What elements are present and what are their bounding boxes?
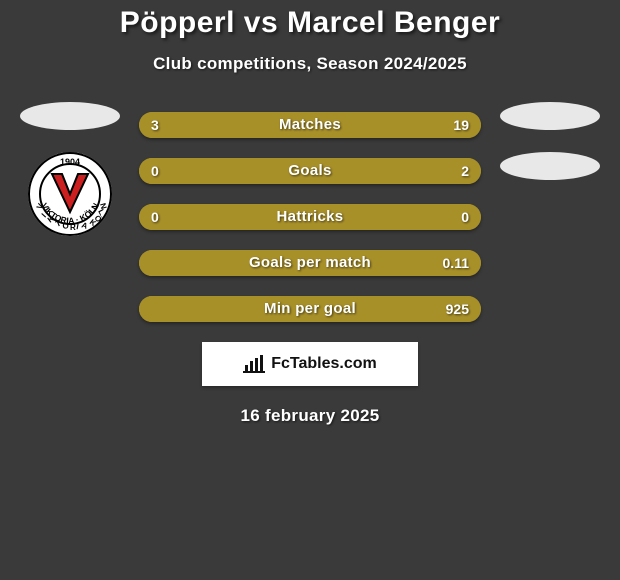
attribution-badge: FcTables.com <box>202 342 418 386</box>
stat-row: 925Min per goal <box>139 296 481 322</box>
stat-row: 319Matches <box>139 112 481 138</box>
stat-label: Goals per match <box>139 250 481 276</box>
attribution-text: FcTables.com <box>271 355 377 373</box>
stat-row: 0.11Goals per match <box>139 250 481 276</box>
placeholder-badge-icon <box>20 102 120 130</box>
club-badge-viktoria-koeln: 1904 VIKTORIA · KÖLN V I K T O R I A <box>28 152 112 236</box>
stat-row: 02Goals <box>139 158 481 184</box>
stat-label: Hattricks <box>139 204 481 230</box>
comparison-bars: 319Matches 02Goals 00Hattricks 0.11Goals pe… <box>139 112 481 322</box>
stat-label: Matches <box>139 112 481 138</box>
svg-text:1904: 1904 <box>60 157 80 167</box>
stat-row: 00Hattricks <box>139 204 481 230</box>
comparison-infographic: Pöpperl vs Marcel Benger Club competitio… <box>0 0 620 426</box>
date-text: 16 february 2025 <box>0 406 620 426</box>
stat-label: Goals <box>139 158 481 184</box>
chart-area: 1904 VIKTORIA · KÖLN V I K T O R I A <box>0 112 620 322</box>
left-team-badges: 1904 VIKTORIA · KÖLN V I K T O R I A <box>10 102 130 236</box>
placeholder-badge-icon <box>500 152 600 180</box>
page-title: Pöpperl vs Marcel Benger <box>0 0 620 40</box>
club-crest-icon: 1904 VIKTORIA · KÖLN V I K T O R I A <box>28 152 112 236</box>
right-team-badges <box>490 102 610 202</box>
stat-label: Min per goal <box>139 296 481 322</box>
placeholder-badge-icon <box>500 102 600 130</box>
bar-chart-icon <box>243 355 265 373</box>
page-subtitle: Club competitions, Season 2024/2025 <box>0 54 620 74</box>
